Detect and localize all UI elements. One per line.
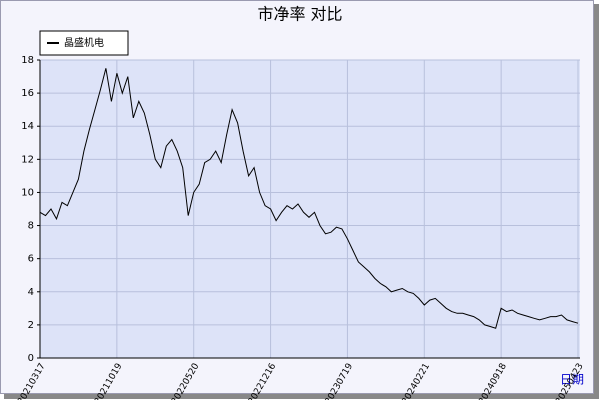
chart-title: 市净率 对比 (257, 5, 342, 24)
y-tick-label: 16 (21, 88, 34, 99)
y-tick-label: 6 (28, 254, 34, 265)
y-tick-label: 0 (28, 353, 34, 364)
y-tick-label: 14 (21, 121, 34, 132)
y-tick-label: 8 (28, 221, 34, 232)
plot-area (40, 60, 580, 358)
data-line (39, 68, 579, 329)
y-tick-label: 2 (28, 320, 34, 331)
shadow (4, 394, 599, 399)
shadow (594, 4, 599, 397)
x-axis-label: 日期 (560, 373, 584, 387)
y-tick-label: 18 (21, 55, 34, 66)
y-tick-label: 12 (21, 154, 34, 165)
legend-label: 晶盛机电 (64, 36, 104, 49)
y-tick-label: 10 (21, 187, 34, 198)
y-tick-label: 4 (28, 287, 34, 298)
